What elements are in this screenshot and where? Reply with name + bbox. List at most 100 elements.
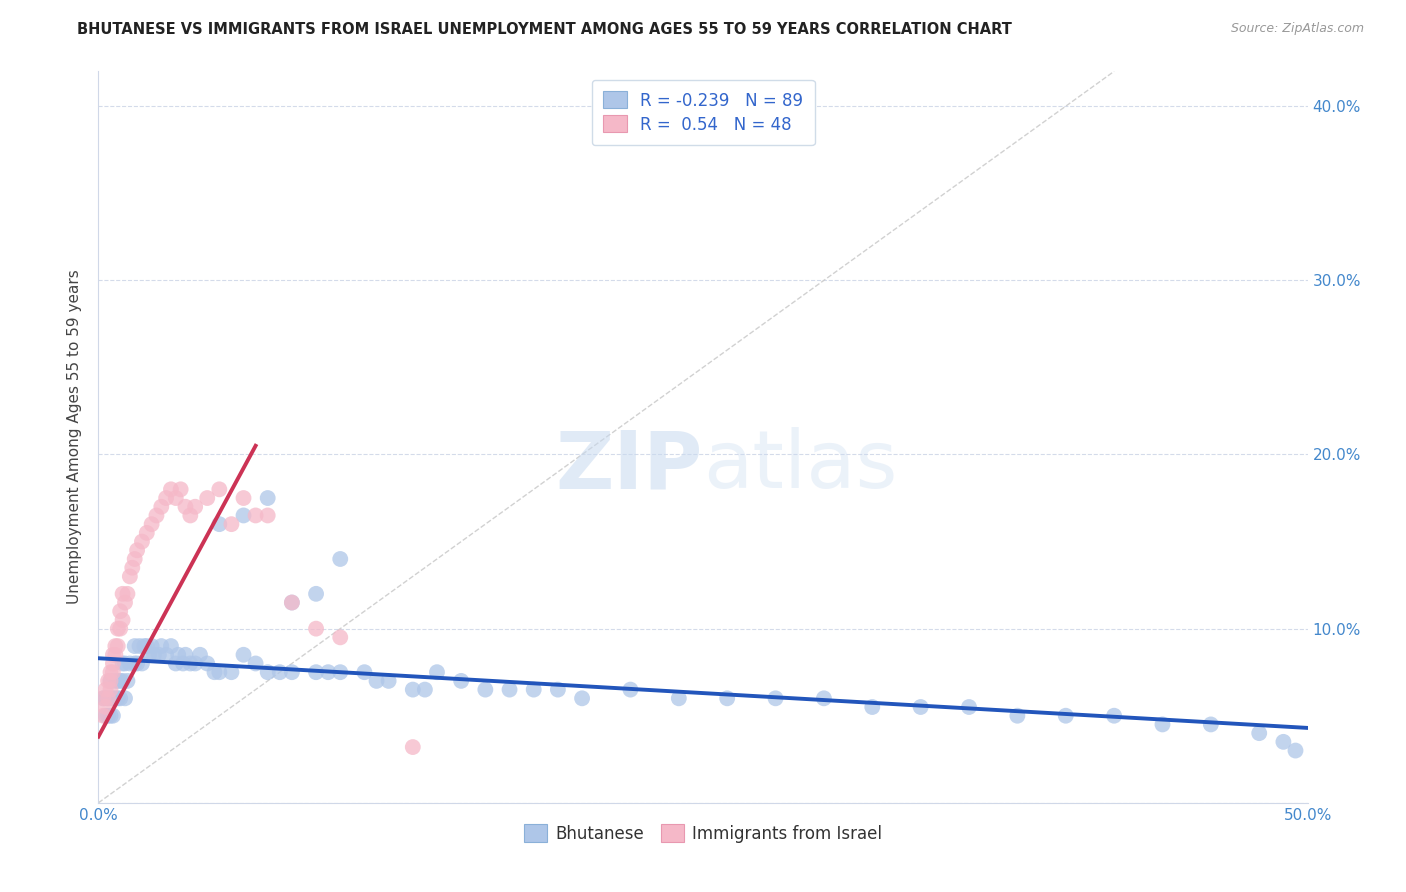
Point bbox=[128, 639, 150, 653]
Point bbox=[179, 657, 201, 671]
Point bbox=[91, 691, 114, 706]
Point bbox=[450, 673, 472, 688]
Legend: Bhutanese, Immigrants from Israel: Bhutanese, Immigrants from Israel bbox=[517, 818, 889, 849]
Point bbox=[498, 682, 520, 697]
Point bbox=[91, 691, 114, 706]
Point bbox=[124, 552, 146, 566]
Point bbox=[111, 613, 134, 627]
Point bbox=[124, 639, 146, 653]
Point bbox=[402, 682, 425, 697]
Point bbox=[232, 508, 254, 523]
Point bbox=[155, 648, 177, 662]
Point bbox=[208, 665, 231, 680]
Point bbox=[121, 560, 143, 574]
Point bbox=[281, 595, 304, 609]
Point bbox=[101, 648, 124, 662]
Point bbox=[188, 648, 211, 662]
Point bbox=[135, 525, 157, 540]
Text: BHUTANESE VS IMMIGRANTS FROM ISRAEL UNEMPLOYMENT AMONG AGES 55 TO 59 YEARS CORRE: BHUTANESE VS IMMIGRANTS FROM ISRAEL UNEM… bbox=[77, 22, 1012, 37]
Point bbox=[114, 595, 136, 609]
Point bbox=[860, 700, 883, 714]
Point bbox=[1054, 708, 1077, 723]
Point bbox=[141, 639, 163, 653]
Point bbox=[117, 673, 139, 688]
Point bbox=[765, 691, 787, 706]
Point bbox=[91, 708, 114, 723]
Point bbox=[174, 648, 197, 662]
Point bbox=[107, 639, 129, 653]
Point bbox=[256, 665, 278, 680]
Point bbox=[413, 682, 436, 697]
Point bbox=[1284, 743, 1306, 757]
Point bbox=[94, 700, 117, 714]
Point bbox=[97, 673, 120, 688]
Point bbox=[107, 622, 129, 636]
Point bbox=[145, 508, 167, 523]
Point bbox=[402, 740, 425, 755]
Point bbox=[134, 639, 156, 653]
Point bbox=[329, 665, 352, 680]
Point bbox=[100, 665, 122, 680]
Point bbox=[305, 587, 328, 601]
Point bbox=[169, 483, 191, 497]
Point bbox=[114, 691, 136, 706]
Point bbox=[131, 534, 153, 549]
Text: atlas: atlas bbox=[703, 427, 897, 506]
Point bbox=[668, 691, 690, 706]
Point bbox=[94, 691, 117, 706]
Point bbox=[165, 491, 187, 505]
Point bbox=[108, 622, 131, 636]
Point bbox=[97, 708, 120, 723]
Point bbox=[316, 665, 339, 680]
Point bbox=[474, 682, 496, 697]
Point bbox=[329, 631, 352, 645]
Point bbox=[426, 665, 449, 680]
Point bbox=[100, 673, 122, 688]
Point bbox=[160, 483, 183, 497]
Point bbox=[184, 657, 207, 671]
Point bbox=[256, 508, 278, 523]
Point bbox=[104, 639, 127, 653]
Point bbox=[141, 517, 163, 532]
Point bbox=[104, 691, 127, 706]
Point bbox=[281, 665, 304, 680]
Point bbox=[111, 673, 134, 688]
Point bbox=[108, 691, 131, 706]
Point bbox=[108, 604, 131, 618]
Point bbox=[232, 491, 254, 505]
Point bbox=[94, 682, 117, 697]
Point bbox=[1007, 708, 1029, 723]
Point bbox=[329, 552, 352, 566]
Point bbox=[195, 491, 218, 505]
Point bbox=[150, 500, 173, 514]
Point bbox=[94, 708, 117, 723]
Point bbox=[281, 595, 304, 609]
Point bbox=[101, 665, 124, 680]
Point bbox=[97, 691, 120, 706]
Text: Source: ZipAtlas.com: Source: ZipAtlas.com bbox=[1230, 22, 1364, 36]
Point bbox=[143, 648, 166, 662]
Point bbox=[619, 682, 641, 697]
Point bbox=[104, 648, 127, 662]
Point bbox=[221, 517, 243, 532]
Point bbox=[127, 543, 149, 558]
Point bbox=[100, 708, 122, 723]
Point bbox=[245, 508, 267, 523]
Point bbox=[150, 639, 173, 653]
Point bbox=[107, 673, 129, 688]
Point bbox=[1102, 708, 1125, 723]
Point bbox=[366, 673, 388, 688]
Point bbox=[245, 657, 267, 671]
Point bbox=[172, 657, 194, 671]
Point bbox=[111, 657, 134, 671]
Point bbox=[571, 691, 593, 706]
Point bbox=[138, 648, 160, 662]
Point bbox=[204, 665, 226, 680]
Point bbox=[195, 657, 218, 671]
Point bbox=[221, 665, 243, 680]
Point bbox=[716, 691, 738, 706]
Point bbox=[101, 691, 124, 706]
Point bbox=[1272, 735, 1295, 749]
Point bbox=[155, 491, 177, 505]
Point bbox=[127, 657, 149, 671]
